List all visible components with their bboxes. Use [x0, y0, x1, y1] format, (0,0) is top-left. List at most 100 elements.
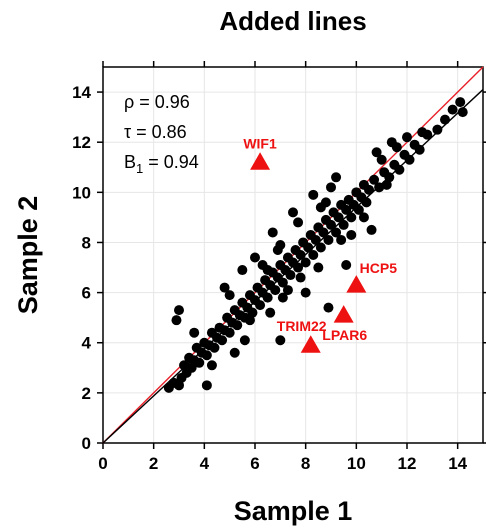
data-point: [179, 360, 190, 371]
y-tick-label: 6: [82, 284, 91, 303]
data-point: [338, 219, 349, 230]
data-point: [288, 207, 298, 218]
data-point: [295, 250, 306, 260]
data-point: [224, 327, 235, 338]
data-point: [224, 290, 235, 301]
data-point: [217, 335, 228, 346]
chart-title: Added lines: [219, 6, 366, 36]
data-point: [272, 244, 283, 255]
data-point: [308, 250, 319, 260]
data-point: [323, 302, 334, 313]
data-point: [353, 204, 364, 215]
data-point: [326, 182, 336, 193]
data-point: [364, 184, 374, 195]
correlation-stats: ρ = 0.96 τ = 0.86 B1 = 0.94: [124, 92, 199, 176]
data-point: [457, 107, 468, 118]
data-point: [402, 132, 412, 143]
x-tick-label: 10: [347, 454, 366, 473]
data-point: [171, 315, 182, 326]
stat-line: B1 = 0.94: [124, 152, 199, 176]
data-point: [374, 182, 385, 193]
data-point: [282, 285, 293, 296]
data-point: [404, 154, 415, 165]
data-point: [394, 164, 405, 175]
data-point: [262, 265, 273, 276]
x-tick-label: 8: [301, 454, 310, 473]
data-point: [303, 242, 314, 253]
data-point: [237, 265, 248, 276]
data-point: [250, 252, 260, 263]
y-tick-label: 2: [82, 384, 91, 403]
data-point: [285, 270, 296, 281]
data-point: [308, 189, 319, 200]
data-point: [333, 212, 344, 223]
data-point: [239, 335, 250, 346]
data-point: [414, 144, 425, 155]
data-point: [331, 172, 342, 183]
data-point: [432, 124, 443, 135]
data-point: [194, 357, 205, 368]
outlier-point: [346, 275, 367, 293]
data-point: [275, 335, 286, 346]
data-point: [201, 380, 212, 391]
x-tick-label: 0: [98, 454, 107, 473]
data-point: [186, 362, 197, 373]
data-point: [267, 227, 278, 238]
data-point: [244, 315, 255, 326]
outlier-label: LPAR6: [322, 327, 367, 343]
y-tick-label: 8: [82, 233, 91, 252]
outlier-label: TRIM22: [277, 318, 327, 334]
data-point: [201, 350, 212, 361]
data-point: [315, 242, 326, 253]
data-point: [270, 285, 281, 296]
x-tick-label: 14: [448, 454, 467, 473]
data-point: [447, 104, 458, 115]
data-point: [262, 292, 273, 303]
data-point: [336, 234, 347, 245]
x-axis-ticks: 0 2 4 6 8 10 12 14: [98, 61, 468, 473]
data-point: [293, 217, 304, 228]
data-point: [326, 219, 336, 230]
data-point: [293, 262, 304, 273]
data-point: [300, 257, 311, 268]
y-axis-label: Sample 2: [13, 196, 43, 315]
data-point: [209, 342, 220, 353]
data-point: [310, 234, 321, 245]
data-point: [255, 300, 266, 311]
data-points: [163, 97, 468, 393]
y-tick-label: 12: [72, 133, 91, 152]
data-point: [189, 327, 200, 338]
y-tick-label: 14: [72, 83, 91, 102]
data-point: [384, 172, 395, 183]
data-point: [174, 380, 184, 391]
data-point: [358, 212, 369, 223]
data-point: [371, 147, 382, 158]
data-point: [313, 262, 324, 273]
data-point: [229, 347, 240, 358]
data-point: [265, 307, 276, 318]
outlier-point: [250, 152, 271, 170]
data-point: [346, 212, 357, 223]
data-point: [341, 260, 352, 271]
data-point: [174, 305, 184, 316]
x-tick-label: 12: [398, 454, 417, 473]
data-point: [366, 224, 377, 235]
data-point: [219, 282, 230, 293]
data-point: [277, 292, 288, 303]
outlier-point: [333, 305, 354, 323]
stat-line: τ = 0.86: [124, 122, 187, 142]
y-tick-label: 0: [82, 434, 91, 453]
x-axis-label: Sample 1: [234, 496, 353, 526]
data-point: [376, 154, 387, 165]
outlier-label: WIF1: [243, 135, 277, 151]
data-point: [300, 287, 311, 298]
data-point: [386, 137, 397, 148]
data-point: [323, 234, 334, 245]
x-tick-label: 2: [149, 454, 158, 473]
data-point: [455, 97, 466, 108]
y-axis-ticks: 0 2 4 6 8 10 12 14: [72, 83, 486, 453]
outlier-point: [300, 335, 321, 353]
x-tick-label: 4: [200, 454, 210, 473]
